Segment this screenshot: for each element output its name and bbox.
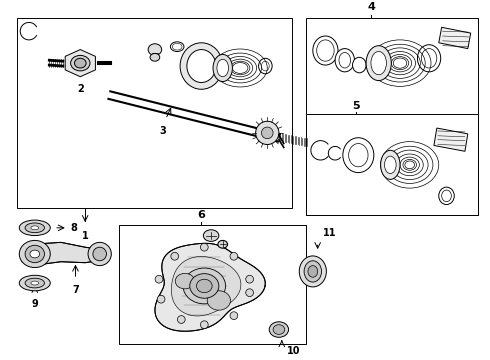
Bar [306, 114, 478, 215]
Text: 9: 9 [31, 298, 38, 309]
Ellipse shape [203, 230, 219, 242]
Text: 11: 11 [322, 228, 336, 238]
Ellipse shape [25, 245, 45, 263]
Ellipse shape [246, 289, 253, 297]
Ellipse shape [155, 275, 163, 283]
Ellipse shape [441, 190, 451, 202]
Ellipse shape [71, 55, 90, 71]
Polygon shape [155, 243, 265, 331]
Ellipse shape [262, 127, 273, 139]
Ellipse shape [313, 36, 338, 65]
Text: 3: 3 [159, 126, 166, 136]
Ellipse shape [256, 121, 279, 144]
Ellipse shape [200, 243, 208, 251]
Ellipse shape [93, 247, 106, 261]
Ellipse shape [230, 312, 238, 320]
Ellipse shape [217, 59, 228, 77]
Ellipse shape [335, 49, 354, 72]
Ellipse shape [308, 266, 318, 277]
Ellipse shape [299, 256, 326, 287]
Ellipse shape [74, 58, 86, 68]
Ellipse shape [230, 252, 238, 260]
Ellipse shape [304, 261, 321, 282]
Ellipse shape [196, 279, 212, 293]
Text: 1: 1 [82, 231, 89, 241]
Polygon shape [172, 257, 241, 316]
Ellipse shape [19, 275, 50, 291]
Ellipse shape [385, 156, 396, 174]
Ellipse shape [273, 325, 285, 334]
Polygon shape [434, 128, 468, 151]
Bar [306, 18, 478, 215]
Ellipse shape [25, 223, 45, 233]
Ellipse shape [349, 144, 368, 167]
Ellipse shape [207, 291, 230, 310]
Ellipse shape [183, 268, 225, 304]
Ellipse shape [177, 316, 185, 323]
Bar [119, 225, 306, 344]
Ellipse shape [171, 252, 179, 260]
Ellipse shape [19, 220, 50, 235]
Ellipse shape [371, 51, 387, 75]
Ellipse shape [88, 242, 111, 266]
Text: 8: 8 [71, 223, 77, 233]
Ellipse shape [31, 281, 39, 285]
Ellipse shape [213, 54, 232, 81]
Ellipse shape [343, 138, 374, 172]
Text: 7: 7 [72, 285, 79, 295]
Ellipse shape [218, 240, 227, 248]
Text: 2: 2 [77, 85, 84, 94]
Ellipse shape [31, 226, 39, 230]
Polygon shape [439, 27, 471, 49]
Text: 6: 6 [197, 210, 205, 220]
Text: 10: 10 [287, 346, 300, 356]
Ellipse shape [366, 46, 392, 81]
Polygon shape [22, 242, 109, 266]
Ellipse shape [200, 321, 208, 329]
Ellipse shape [317, 40, 334, 61]
Ellipse shape [352, 57, 366, 73]
Text: 4: 4 [367, 2, 375, 12]
Ellipse shape [190, 274, 219, 298]
Ellipse shape [175, 273, 195, 289]
Ellipse shape [381, 150, 400, 179]
Ellipse shape [339, 53, 351, 68]
Ellipse shape [19, 240, 50, 267]
Bar [17, 18, 292, 208]
Ellipse shape [187, 50, 216, 82]
Ellipse shape [148, 44, 162, 55]
Ellipse shape [25, 278, 45, 288]
Ellipse shape [246, 275, 253, 283]
Ellipse shape [30, 250, 40, 258]
Ellipse shape [180, 43, 223, 89]
Ellipse shape [439, 187, 454, 204]
Ellipse shape [269, 322, 289, 337]
Polygon shape [65, 50, 96, 77]
Ellipse shape [157, 295, 165, 303]
Ellipse shape [150, 53, 160, 61]
Text: 5: 5 [353, 100, 360, 111]
